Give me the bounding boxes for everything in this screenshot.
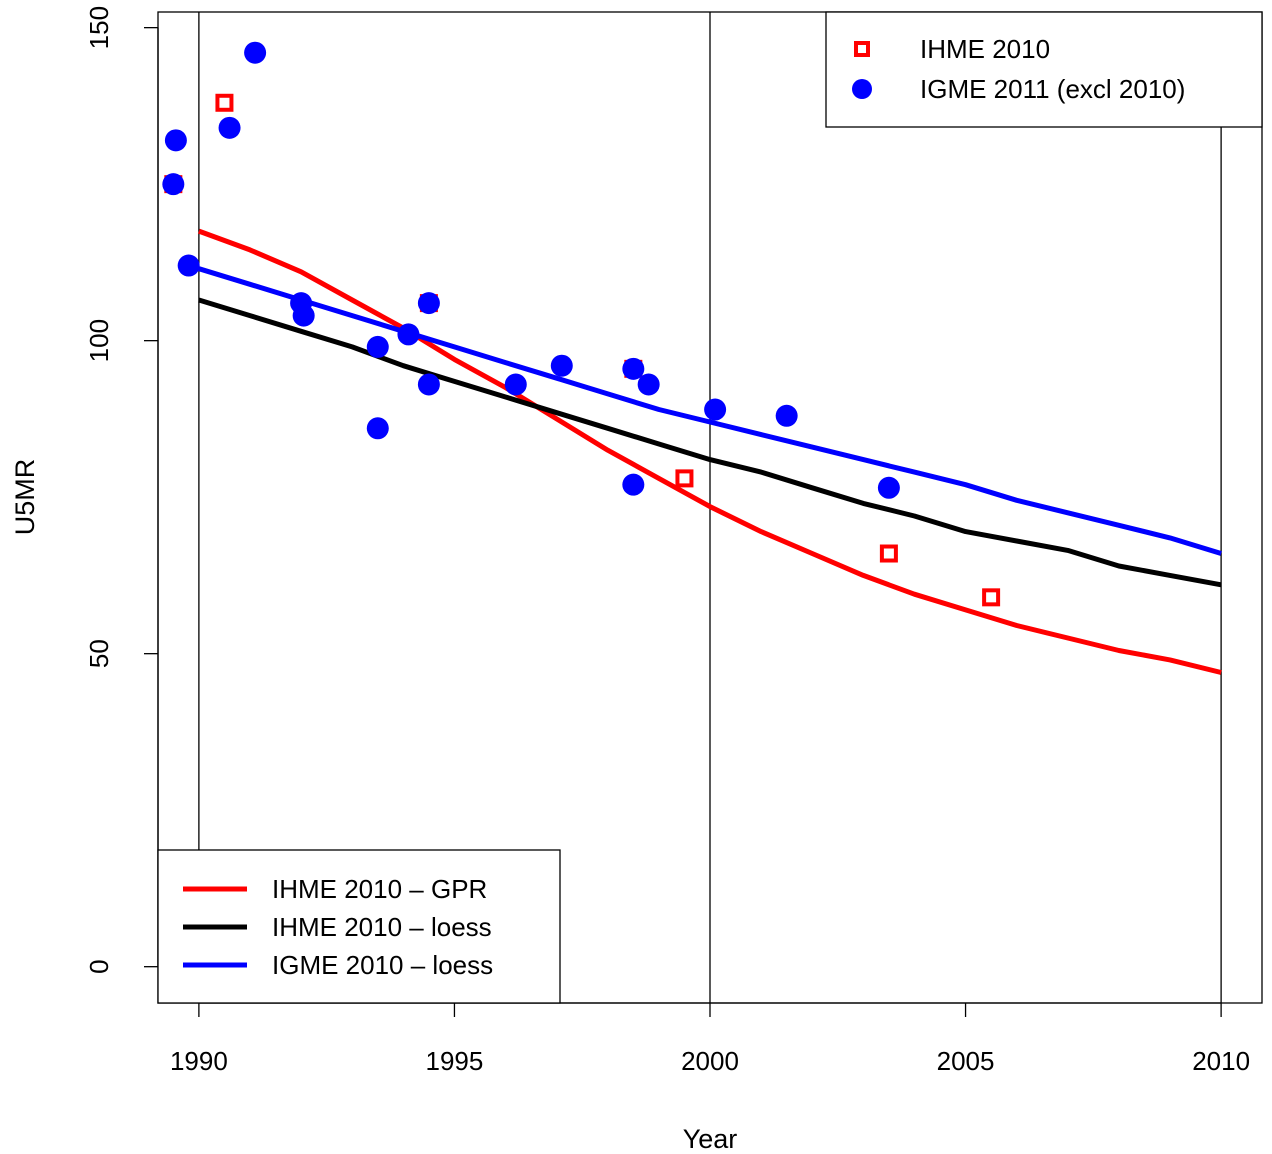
igme-point-8 [366, 335, 389, 358]
line-legend-label-1: IHME 2010 – GPR [272, 874, 487, 904]
igme-point-9 [366, 417, 389, 440]
x-tick-label-2010: 2010 [1192, 1046, 1250, 1076]
ihme-point-6 [879, 544, 898, 563]
igme-point-1 [162, 173, 185, 196]
point-legend-circle-icon [852, 79, 872, 99]
x-tick-label-2005: 2005 [937, 1046, 995, 1076]
y-tick-label-100: 100 [84, 319, 114, 362]
ihme-point-2 [215, 93, 234, 112]
point-legend-label-1: IHME 2010 [920, 34, 1050, 64]
igme-point-19 [775, 404, 798, 427]
series-line-1 [198, 228, 1222, 675]
igme-point-3 [177, 254, 200, 277]
igme-point-20 [877, 476, 900, 499]
y-tick-label-0: 0 [84, 959, 114, 973]
line-legend-label-2: IHME 2010 – loess [272, 912, 492, 942]
y-axis-title: U5MR [10, 459, 40, 536]
x-tick-label-1990: 1990 [170, 1046, 228, 1076]
series-line-3 [198, 266, 1222, 556]
igme-point-5 [244, 41, 267, 64]
x-axis-title: Year [683, 1124, 738, 1154]
axes: 1990 1995 2000 2005 2010 0 50 100 150 [84, 6, 1263, 1076]
legends: IHME 2010 IGME 2011 (excl 2010) IHME 2010 … [157, 11, 1263, 1004]
plot-area [162, 12, 1222, 1003]
igme-point-11 [417, 292, 440, 315]
line-legend-label-3: IGME 2010 – loess [272, 950, 493, 980]
igme-point-2 [164, 129, 187, 152]
igme-point-12 [417, 373, 440, 396]
ihme-point-7 [982, 588, 1001, 607]
y-tick-label-50: 50 [84, 639, 114, 668]
igme-point-14 [550, 354, 573, 377]
igme-point-4 [218, 116, 241, 139]
point-legend-label-2: IGME 2011 (excl 2010) [920, 74, 1185, 104]
ihme-point-5 [675, 469, 694, 488]
y-tick-label-150: 150 [84, 6, 114, 49]
x-tick-label-1995: 1995 [426, 1046, 484, 1076]
x-tick-label-2000: 2000 [681, 1046, 739, 1076]
igme-point-17 [637, 373, 660, 396]
igme-point-13 [504, 373, 527, 396]
igme-point-10 [397, 323, 420, 346]
point-legend-box [825, 11, 1263, 128]
igme-point-18 [704, 398, 727, 421]
igme-point-15 [622, 357, 645, 380]
igme-point-7 [292, 304, 315, 327]
point-legend-square-icon [854, 41, 870, 57]
igme-point-16 [622, 473, 645, 496]
